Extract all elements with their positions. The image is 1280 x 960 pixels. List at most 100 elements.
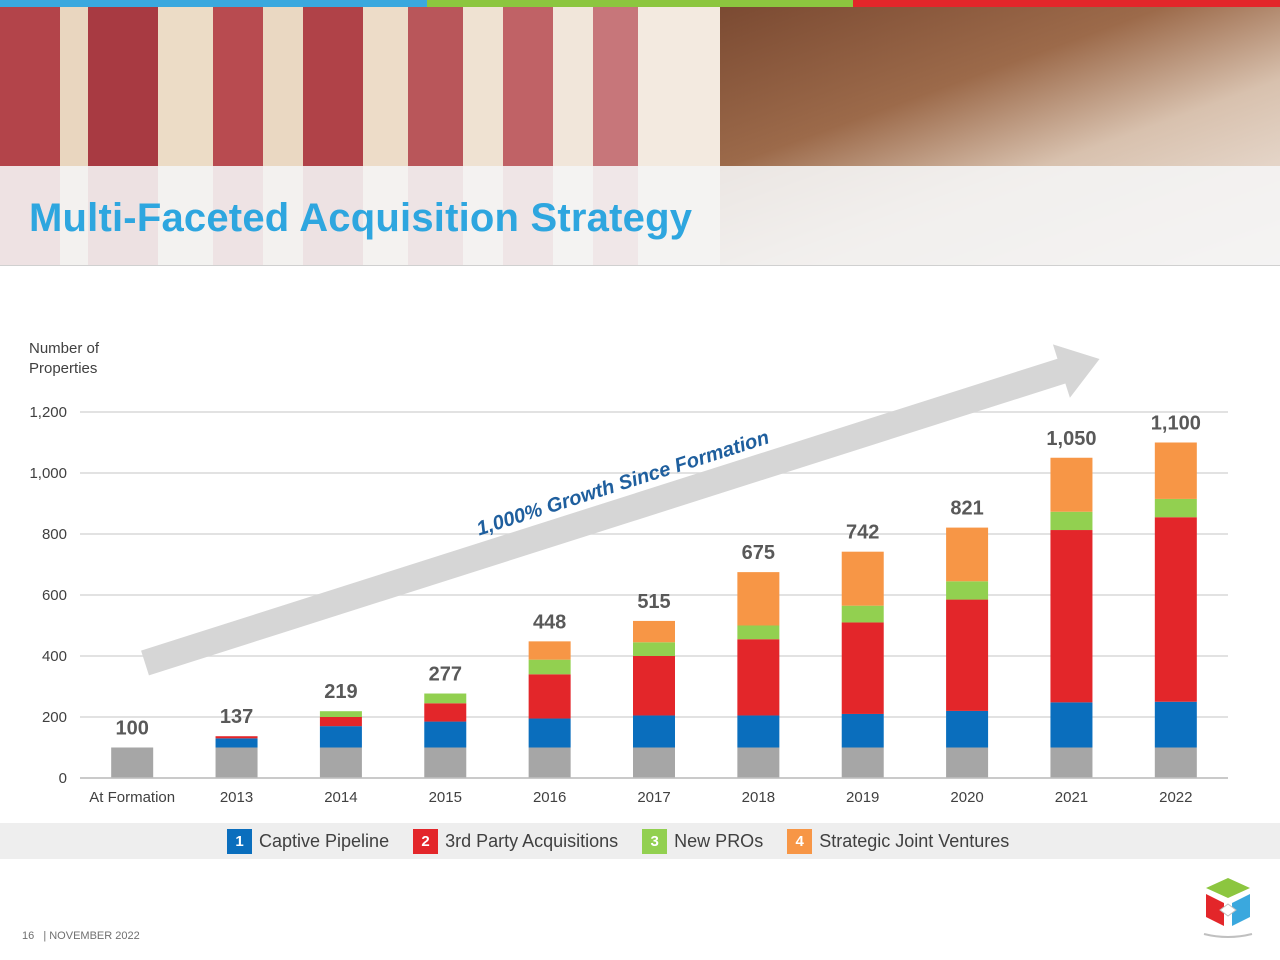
bar-segment-5-0: [633, 747, 675, 778]
total-label-9: 1,050: [1046, 428, 1096, 450]
bar-segment-9-1: [1050, 702, 1093, 748]
x-tick-label-3: 2015: [429, 789, 462, 806]
total-label-7: 742: [846, 522, 879, 544]
total-label-1: 137: [220, 706, 253, 728]
bar-segment-1-0: [215, 747, 258, 778]
legend-item-strategic-joint-ventures: 4 Strategic Joint Ventures: [787, 829, 1009, 854]
legend-item-captive-pipeline: 1 Captive Pipeline: [227, 829, 389, 854]
y-axis-label: Number of Properties: [29, 340, 100, 377]
bar-segment-6-3: [737, 625, 780, 640]
bar-segment-9-0: [1050, 747, 1093, 778]
chart-legend: 1 Captive Pipeline 2 3rd Party Acquisiti…: [227, 829, 1033, 854]
y-tick-label-200: 200: [42, 709, 67, 726]
page-number: 16: [22, 930, 35, 942]
bar-segment-8-1: [946, 710, 989, 748]
y-tick-label-1000: 1,000: [29, 465, 67, 482]
bar-segment-8-3: [946, 581, 989, 600]
company-logo-icon: [1203, 878, 1253, 938]
bar-segment-7-4: [841, 551, 884, 606]
bar-segment-10-1: [1154, 701, 1197, 748]
bar-segment-7-3: [841, 605, 884, 623]
total-label-4: 448: [533, 611, 566, 633]
bar-segment-6-4: [737, 572, 780, 626]
growth-arrow-shape: [141, 344, 1100, 676]
y-tick-label-400: 400: [42, 648, 67, 665]
bar-segment-10-0: [1154, 747, 1197, 778]
legend-label-2: 3rd Party Acquisitions: [445, 831, 619, 851]
footer-date: | NOVEMBER 2022: [43, 930, 140, 942]
title-band: [0, 166, 1280, 266]
y-tick-label-800: 800: [42, 526, 67, 543]
x-tick-label-4: 2016: [533, 789, 566, 806]
legend-swatch-2: 2: [413, 829, 439, 854]
total-label-6: 675: [742, 542, 775, 564]
bar-segment-5-2: [633, 656, 675, 716]
legend-label-4: Strategic Joint Ventures: [819, 831, 1010, 851]
legend-swatch-1: 1: [227, 829, 252, 854]
x-tick-label-6: 2018: [742, 789, 775, 806]
bar-segment-2-0: [319, 747, 362, 778]
bar-segment-6-1: [737, 715, 780, 748]
total-label-0: 100: [115, 718, 148, 740]
x-tick-label-2: 2014: [324, 789, 357, 806]
bar-segment-4-0: [528, 747, 571, 778]
legend-item-3rd-party-acquisitions: 2 3rd Party Acquisitions: [413, 829, 618, 854]
page-title: Multi-Faceted Acquisition Strategy: [29, 196, 693, 240]
total-label-5: 515: [637, 591, 670, 613]
bar-segment-8-0: [946, 747, 989, 778]
bar-segment-4-2: [528, 674, 571, 719]
bar-segment-7-0: [841, 747, 884, 778]
top-bar-green: [426, 0, 854, 7]
bar-segment-3-2: [424, 703, 467, 722]
bar-segment-4-3: [528, 659, 571, 675]
footer: 16 | NOVEMBER 2022: [22, 930, 140, 942]
bar-segment-3-0: [424, 747, 467, 778]
bar-segment-4-1: [528, 718, 571, 748]
bar-segment-0-0: [111, 747, 154, 778]
x-tick-label-5: 2017: [637, 789, 670, 806]
legend-label-3: New PROs: [674, 831, 764, 851]
total-label-2: 219: [324, 681, 357, 703]
bar-segment-10-2: [1154, 517, 1197, 702]
bar-segment-3-3: [424, 693, 467, 704]
bar-segment-9-3: [1050, 511, 1093, 531]
bar-segment-7-2: [841, 622, 884, 714]
bar-segment-8-4: [946, 527, 989, 582]
bar-segment-5-3: [633, 642, 675, 656]
legend-label-1: Captive Pipeline: [259, 831, 390, 851]
x-tick-label-7: 2019: [846, 789, 879, 806]
x-tick-label-1: 2013: [220, 789, 253, 806]
bar-segment-3-1: [424, 721, 467, 748]
bar-segment-5-1: [633, 715, 675, 748]
bar-segment-1-1: [215, 738, 258, 748]
bar-segment-5-4: [633, 620, 675, 643]
legend-band: [0, 823, 1280, 859]
bar-segment-10-3: [1154, 498, 1197, 518]
bar-segment-2-1: [319, 726, 362, 748]
bar-segment-2-3: [319, 711, 362, 717]
total-label-8: 821: [950, 498, 983, 520]
y-tick-label-1200: 1,200: [29, 404, 67, 421]
top-bar-blue: [0, 0, 427, 7]
y-tick-label-0: 0: [59, 770, 67, 787]
top-color-bar: [0, 0, 1280, 7]
bar-segment-6-0: [737, 747, 780, 778]
bar-segment-8-2: [946, 599, 989, 711]
legend-swatch-3: 3: [642, 829, 668, 854]
total-label-3: 277: [429, 664, 462, 686]
bar-segment-4-4: [528, 641, 571, 660]
y-tick-label-600: 600: [42, 587, 67, 604]
x-tick-label-9: 2021: [1055, 789, 1088, 806]
bar-segment-1-2: [215, 736, 258, 739]
x-tick-label-0: At Formation: [89, 789, 175, 806]
bar-segment-6-2: [737, 639, 780, 716]
bar-segment-10-4: [1154, 442, 1197, 499]
bar-segment-9-4: [1050, 457, 1093, 512]
top-bar-red: [853, 0, 1280, 7]
bar-segment-2-2: [319, 717, 362, 727]
bar-segment-7-1: [841, 713, 884, 748]
legend-item-new-pros: 3 New PROs: [642, 829, 763, 854]
legend-swatch-4: 4: [787, 829, 813, 854]
x-tick-label-8: 2020: [950, 789, 983, 806]
